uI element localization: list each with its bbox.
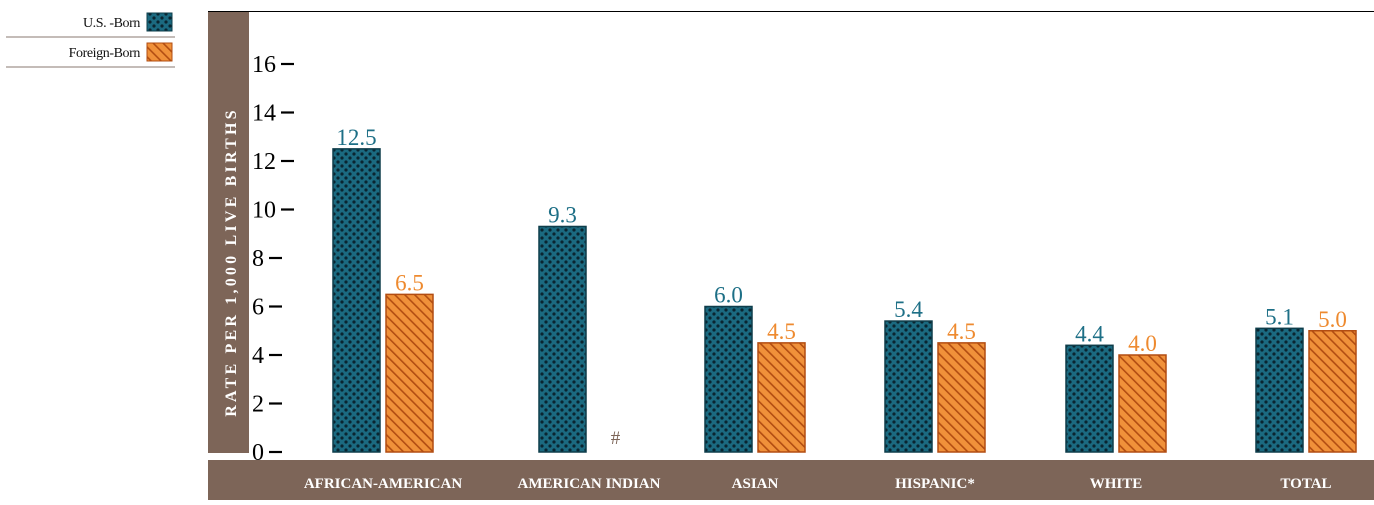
data-label: 4.0 (1128, 331, 1157, 356)
x-category-label: WHITE (1090, 476, 1143, 492)
y-tick-label: 16 (252, 52, 276, 78)
bar-us-born (332, 148, 381, 453)
bar-foreign-born (1308, 330, 1357, 453)
y-tick-label: 10 (252, 198, 276, 224)
y-tick-label: 12 (252, 149, 276, 175)
x-axis-band (208, 460, 1374, 500)
y-axis-band (208, 12, 249, 453)
data-label: 12.5 (336, 125, 376, 150)
bar-us-born (884, 320, 933, 453)
bar-us-born (1065, 344, 1114, 453)
data-label: 4.5 (767, 319, 796, 344)
y-tick-label: 0 (252, 440, 264, 466)
bar-foreign-born (757, 342, 806, 453)
bar-us-born (538, 225, 587, 453)
data-label: 4.5 (947, 319, 976, 344)
bar-foreign-born (1118, 354, 1167, 453)
x-category-label: AFRICAN-AMERICAN (304, 476, 462, 492)
y-tick-label: 2 (252, 392, 264, 418)
y-tick-label: 14 (252, 101, 276, 127)
legend-swatch-foreign-born (146, 42, 173, 62)
y-tick-label: 6 (252, 295, 264, 321)
bar-us-born (1255, 327, 1304, 453)
x-category-label: ASIAN (732, 476, 779, 492)
data-label: 6.5 (395, 270, 424, 295)
bar-foreign-born (937, 342, 986, 453)
y-axis-title: RATE PER 1,000 LIVE BIRTHS (223, 107, 240, 417)
x-category-label: AMERICAN INDIAN (518, 476, 661, 492)
bar-foreign-born (385, 293, 434, 453)
data-label: 5.1 (1265, 304, 1294, 329)
data-label: 6.0 (714, 283, 743, 308)
legend-label-us-born: U.S. -Born (83, 16, 140, 31)
data-label: 5.0 (1318, 307, 1347, 332)
x-category-label: HISPANIC* (895, 476, 975, 492)
y-tick-label: 8 (252, 246, 264, 272)
data-label: 4.4 (1075, 321, 1104, 346)
data-label: 9.3 (548, 202, 577, 227)
bar-us-born (704, 305, 753, 453)
y-tick-label: 4 (252, 343, 264, 369)
data-label: 5.4 (894, 297, 923, 322)
legend-label-foreign-born: Foreign-Born (69, 46, 141, 61)
x-category-label: TOTAL (1280, 476, 1331, 492)
no-data-marker: # (611, 428, 621, 449)
legend-swatch-us-born (146, 12, 173, 32)
